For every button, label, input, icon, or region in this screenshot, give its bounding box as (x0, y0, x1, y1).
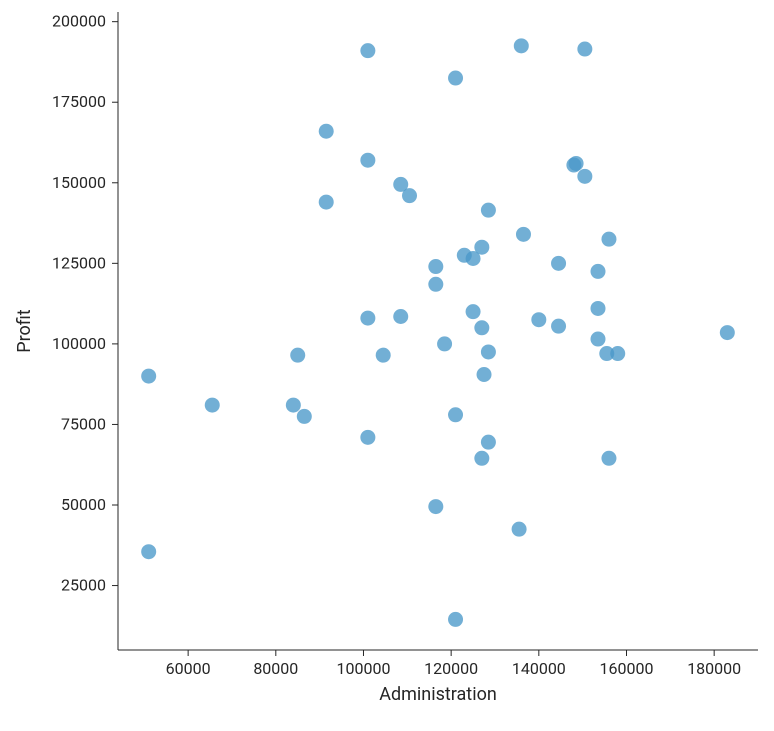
data-point (428, 499, 443, 514)
x-tick-label: 120000 (424, 659, 478, 678)
data-point (319, 124, 334, 139)
data-point (360, 153, 375, 168)
y-tick-label: 200000 (52, 12, 106, 31)
x-tick-label: 180000 (687, 659, 741, 678)
data-point (610, 346, 625, 361)
y-tick-label: 100000 (52, 334, 106, 353)
y-axis-label: Profit (14, 309, 35, 353)
data-point (437, 336, 452, 351)
data-point (591, 301, 606, 316)
data-point (428, 259, 443, 274)
x-tick-label: 80000 (253, 659, 298, 678)
data-point (601, 451, 616, 466)
data-point (601, 232, 616, 247)
data-point (360, 43, 375, 58)
chart-svg: 60000 80000 100000 120000 140000 160000 180000… (0, 0, 774, 731)
y-tick-label: 50000 (61, 495, 106, 514)
data-point (591, 264, 606, 279)
y-tick-label: 175000 (52, 92, 106, 111)
data-point (481, 203, 496, 218)
data-point (466, 304, 481, 319)
data-point (516, 227, 531, 242)
data-point (474, 320, 489, 335)
data-point (448, 407, 463, 422)
data-point (720, 325, 735, 340)
data-point (205, 398, 220, 413)
data-point (393, 309, 408, 324)
y-tick-label: 25000 (61, 576, 106, 595)
data-point (376, 348, 391, 363)
scatter-chart: 60000 80000 100000 120000 140000 160000 180000… (0, 0, 774, 731)
y-tick-label: 150000 (52, 173, 106, 192)
data-point (591, 332, 606, 347)
data-point (448, 71, 463, 86)
data-point (577, 42, 592, 57)
y-tick-label: 75000 (61, 414, 106, 433)
data-point (286, 398, 301, 413)
data-point (551, 319, 566, 334)
x-tick-label: 140000 (512, 659, 566, 678)
data-point (297, 409, 312, 424)
x-tick-label: 60000 (166, 659, 211, 678)
data-point (514, 38, 529, 53)
data-point (474, 451, 489, 466)
data-point (474, 240, 489, 255)
data-point (569, 156, 584, 171)
x-tick-label: 100000 (337, 659, 391, 678)
data-point (577, 169, 592, 184)
data-point (481, 344, 496, 359)
y-tick-label: 125000 (52, 253, 106, 272)
data-point (477, 367, 492, 382)
data-point (551, 256, 566, 271)
data-point (531, 312, 546, 327)
data-point (428, 277, 443, 292)
data-point (141, 369, 156, 384)
data-point (360, 311, 375, 326)
data-point (290, 348, 305, 363)
data-point (512, 522, 527, 537)
data-point (319, 195, 334, 210)
data-point (141, 544, 156, 559)
data-point (360, 430, 375, 445)
data-point (402, 188, 417, 203)
data-point (481, 435, 496, 450)
x-axis-label: Administration (379, 684, 497, 705)
x-tick-label: 160000 (600, 659, 654, 678)
data-point (448, 612, 463, 627)
